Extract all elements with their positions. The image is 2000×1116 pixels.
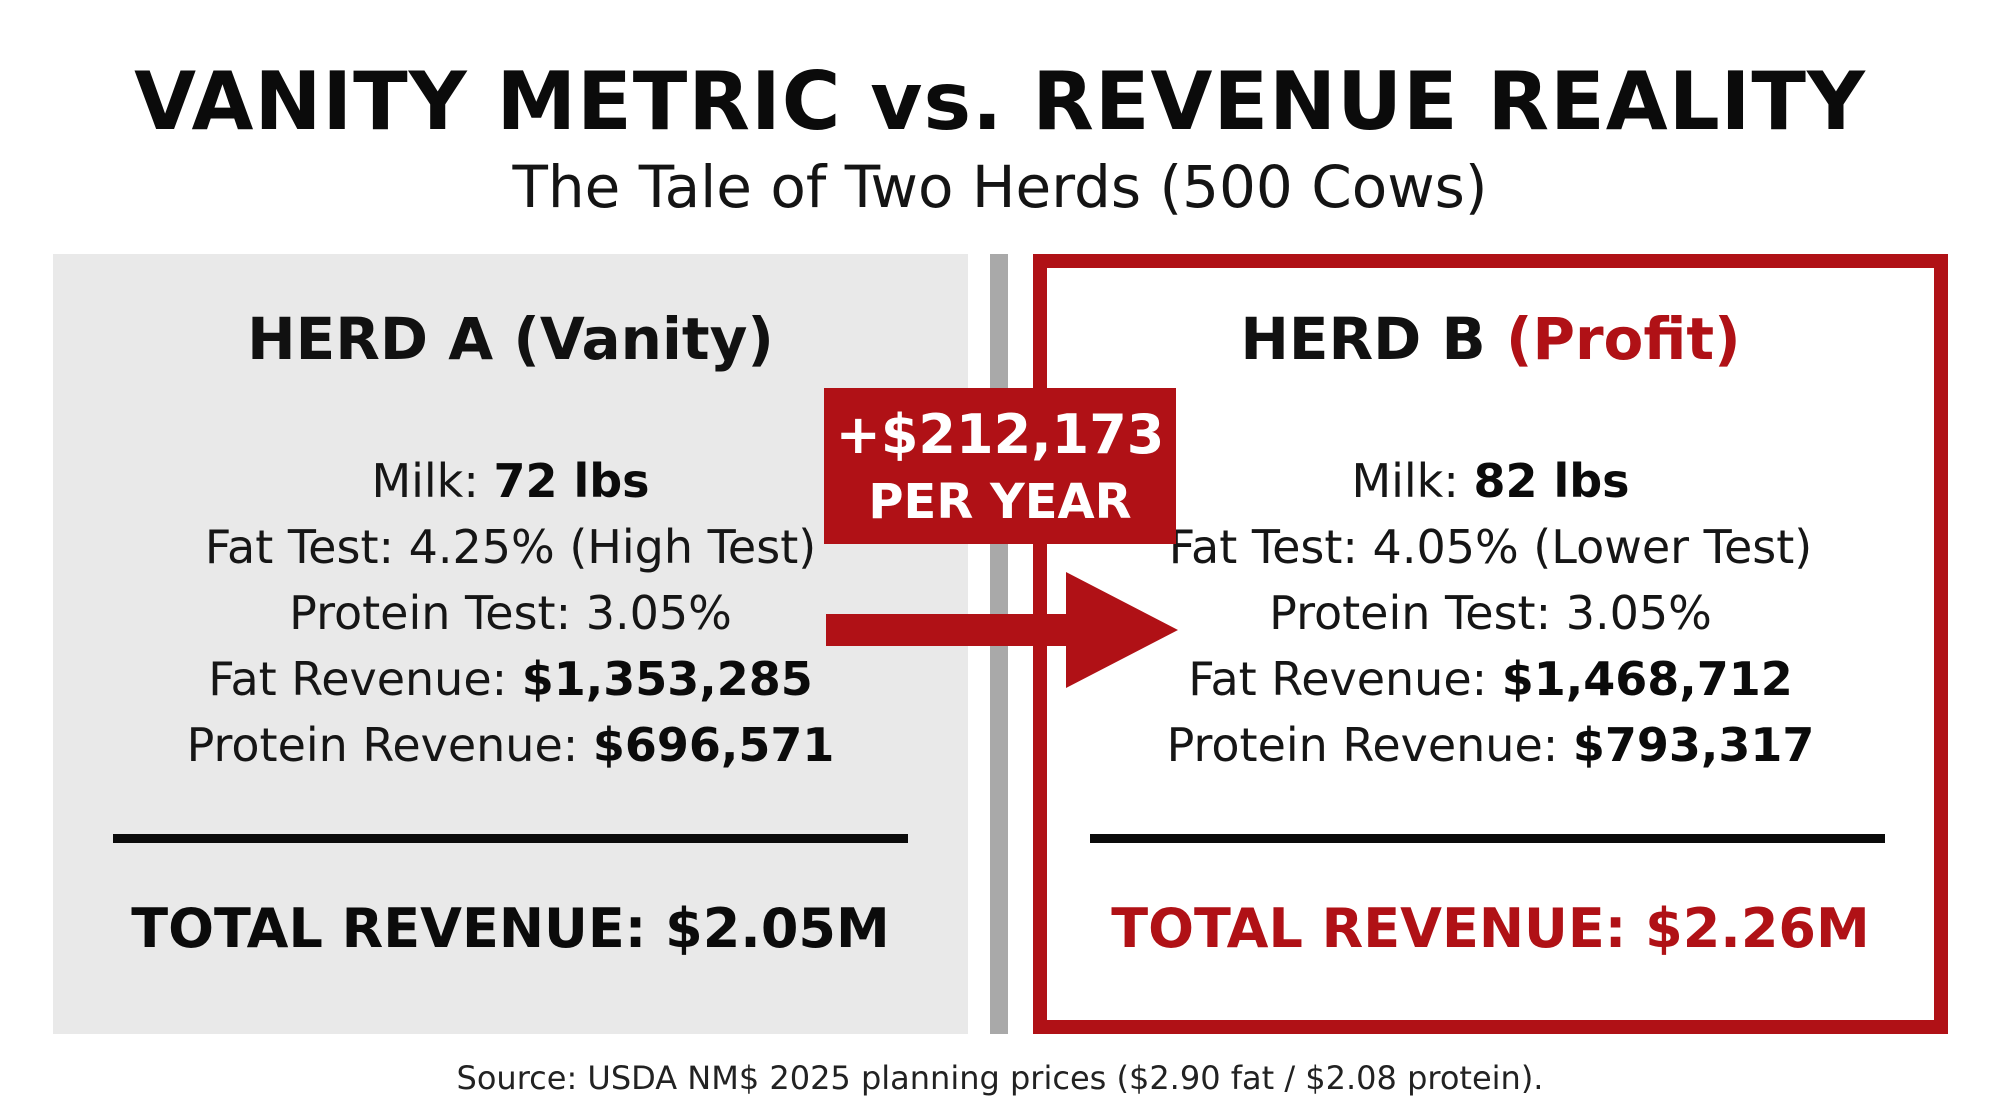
herd-a-protein-revenue: Protein Revenue: $696,571 [53,712,968,778]
herd-a-panel: HERD A (Vanity) Milk: 72 lbs Fat Test: 4… [53,254,968,1034]
herd-b-protein-revenue-label: Protein Revenue: [1166,718,1559,772]
herd-a-fat-revenue: Fat Revenue: $1,353,285 [53,646,968,712]
herd-a-stats: Milk: 72 lbs Fat Test: 4.25% (High Test)… [53,448,968,778]
herd-b-heading-main: HERD B [1240,305,1486,373]
page-subtitle: The Tale of Two Herds (500 Cows) [512,153,1488,221]
herd-a-divider-rule [113,834,908,843]
herd-a-milk-value: 72 lbs [493,454,650,508]
herd-a-heading: HERD A (Vanity) [247,305,774,373]
herd-b-heading-accent: (Profit) [1505,305,1741,373]
page-title: VANITY METRIC vs. REVENUE REALITY [134,55,1866,148]
herd-b-fat-test: Fat Test: 4.05% (Lower Test) [1168,520,1813,574]
difference-period: PER YEAR [868,474,1132,530]
herd-a-fat-revenue-label: Fat Revenue: [208,652,508,706]
herd-b-protein-revenue: Protein Revenue: $793,317 [1047,712,1934,778]
herd-a-protein-revenue-label: Protein Revenue: [186,718,579,772]
herd-b-panel: HERD B (Profit) Milk: 82 lbs Fat Test: 4… [1033,254,1948,1034]
herd-b-milk-value: 82 lbs [1473,454,1630,508]
herd-a-protein-test: Protein Test: 3.05% [289,586,732,640]
herd-b-total-revenue: TOTAL REVENUE: $2.26M [1111,897,1870,960]
herd-a-protein-revenue-value: $696,571 [592,718,835,772]
arrow-right-icon [826,572,1178,688]
herd-b-fat-revenue: Fat Revenue: $1,468,712 [1047,646,1934,712]
herd-a-fat-revenue-value: $1,353,285 [521,652,813,706]
difference-amount: +$212,173 [835,403,1165,466]
herd-a-milk: Milk: 72 lbs [53,448,968,514]
herd-b-heading: HERD B (Profit) [1047,310,1934,368]
herd-b-fat-revenue-value: $1,468,712 [1501,652,1793,706]
difference-badge: +$212,173 PER YEAR [826,390,1174,542]
source-note: Source: USDA NM$ 2025 planning prices ($… [456,1059,1544,1097]
herd-b-milk: Milk: 82 lbs [1047,448,1934,514]
herd-b-fat-revenue-label: Fat Revenue: [1188,652,1488,706]
herd-a-milk-label: Milk: [371,454,479,508]
herd-b-protein-test: Protein Test: 3.05% [1269,586,1712,640]
herd-a-total-revenue: TOTAL REVENUE: $2.05M [131,897,890,960]
herd-b-milk-label: Milk: [1351,454,1459,508]
herd-a-fat-test: Fat Test: 4.25% (High Test) [204,520,817,574]
herd-b-protein-revenue-value: $793,317 [1572,718,1815,772]
herd-b-stats: Milk: 82 lbs Fat Test: 4.05% (Lower Test… [1047,448,1934,778]
herd-b-divider-rule [1090,834,1885,843]
